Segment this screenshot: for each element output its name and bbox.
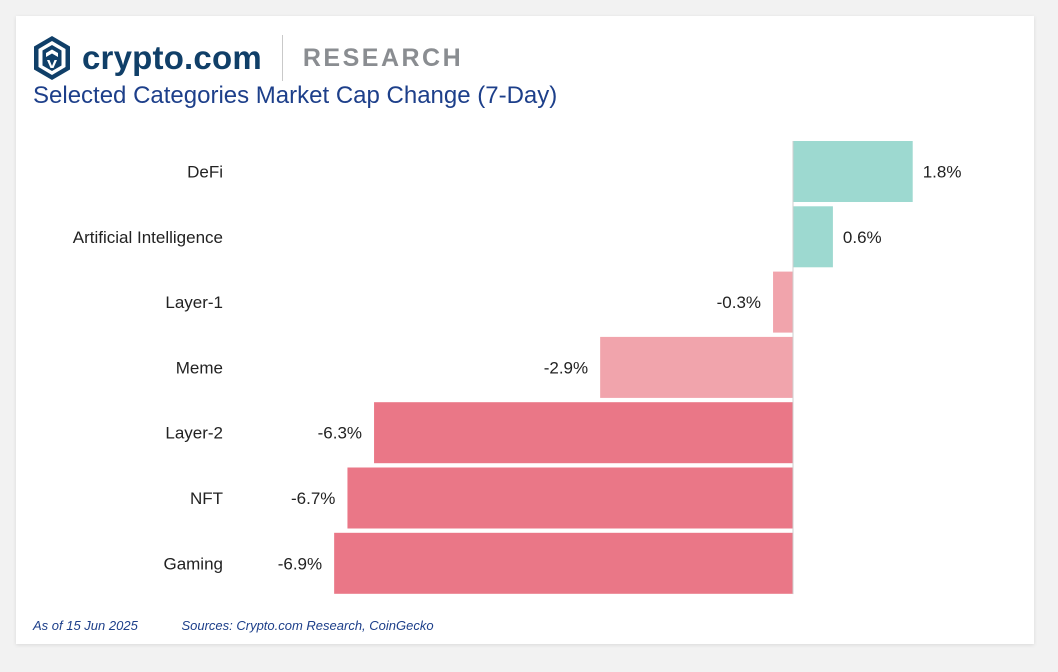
brand-divider [281, 35, 283, 81]
brand-name: crypto.com [82, 39, 262, 76]
category-label: Gaming [163, 554, 223, 573]
chart-title: Selected Categories Market Cap Change (7… [33, 82, 558, 109]
footer-sources: Sources: Crypto.com Research, CoinGecko [181, 618, 434, 633]
bar-artificial-intelligence [793, 206, 833, 268]
value-label: -6.9% [278, 554, 322, 573]
bar-defi [793, 141, 913, 202]
bar-layer-2 [374, 402, 793, 464]
category-label: NFT [190, 489, 223, 508]
value-label: -2.9% [544, 358, 588, 377]
value-label: -0.3% [717, 293, 761, 312]
category-label: Artificial Intelligence [73, 228, 223, 247]
value-label: -6.3% [318, 424, 362, 443]
bar-nft [347, 467, 793, 529]
category-label: Layer-1 [165, 293, 223, 312]
category-label: Layer-2 [165, 424, 223, 443]
bar-layer-1 [773, 271, 793, 333]
brand-tag: RESEARCH [302, 43, 464, 72]
bar-meme [600, 336, 793, 398]
footer-date: As of 15 Jun 2025 [33, 618, 138, 633]
category-label: Meme [176, 358, 223, 377]
value-label: 0.6% [843, 228, 882, 247]
category-label: DeFi [187, 163, 223, 182]
chart-footer: As of 15 Jun 2025 Sources: Crypto.com Re… [33, 618, 474, 633]
crypto-com-logo-icon [34, 36, 70, 80]
bar-gaming [334, 532, 793, 594]
value-label: 1.8% [923, 163, 962, 182]
brand-header: crypto.com RESEARCH [32, 32, 463, 84]
value-label: -6.7% [291, 489, 335, 508]
